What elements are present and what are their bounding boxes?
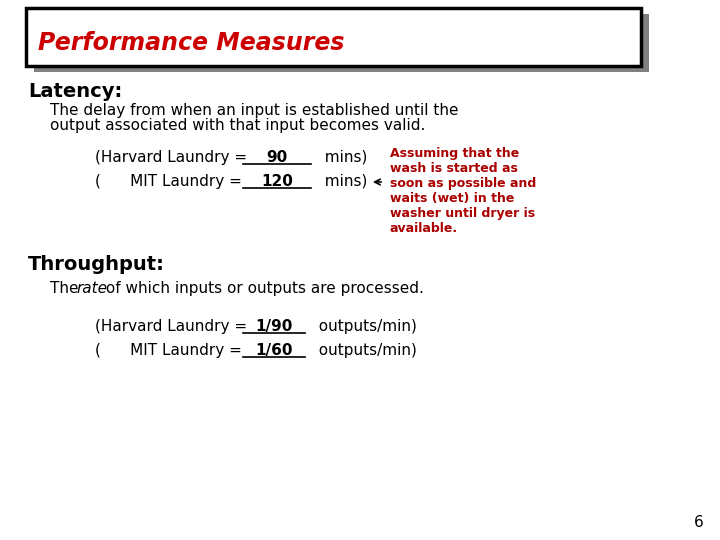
Text: 90: 90: [266, 150, 287, 165]
Text: output associated with that input becomes valid.: output associated with that input become…: [50, 118, 426, 133]
Text: wash is started as: wash is started as: [390, 162, 518, 175]
Text: waits (wet) in the: waits (wet) in the: [390, 192, 514, 205]
Text: 1/90: 1/90: [256, 319, 293, 334]
Text: mins): mins): [315, 150, 367, 165]
Text: washer until dryer is: washer until dryer is: [390, 207, 535, 220]
Text: (Harvard Laundry =: (Harvard Laundry =: [95, 150, 252, 165]
FancyBboxPatch shape: [34, 14, 649, 72]
Text: 1/60: 1/60: [256, 343, 293, 358]
Text: soon as possible and: soon as possible and: [390, 177, 536, 190]
Text: mins): mins): [315, 174, 367, 189]
Text: outputs/min): outputs/min): [309, 343, 417, 358]
Text: available.: available.: [390, 222, 458, 235]
FancyBboxPatch shape: [26, 8, 641, 66]
Text: (Harvard Laundry =: (Harvard Laundry =: [95, 319, 252, 334]
Text: rate: rate: [76, 281, 107, 296]
Text: (      MIT Laundry =: ( MIT Laundry =: [95, 174, 247, 189]
Text: outputs/min): outputs/min): [309, 319, 417, 334]
Text: The delay from when an input is established until the: The delay from when an input is establis…: [50, 103, 459, 118]
Text: 120: 120: [261, 174, 293, 189]
Text: Latency:: Latency:: [28, 82, 122, 101]
Text: 6: 6: [694, 515, 704, 530]
Text: Assuming that the: Assuming that the: [390, 147, 519, 160]
Text: of which inputs or outputs are processed.: of which inputs or outputs are processed…: [101, 281, 424, 296]
Text: Performance Measures: Performance Measures: [38, 31, 344, 55]
Text: Throughput:: Throughput:: [28, 255, 165, 274]
Text: (      MIT Laundry =: ( MIT Laundry =: [95, 343, 247, 358]
Text: The: The: [50, 281, 84, 296]
